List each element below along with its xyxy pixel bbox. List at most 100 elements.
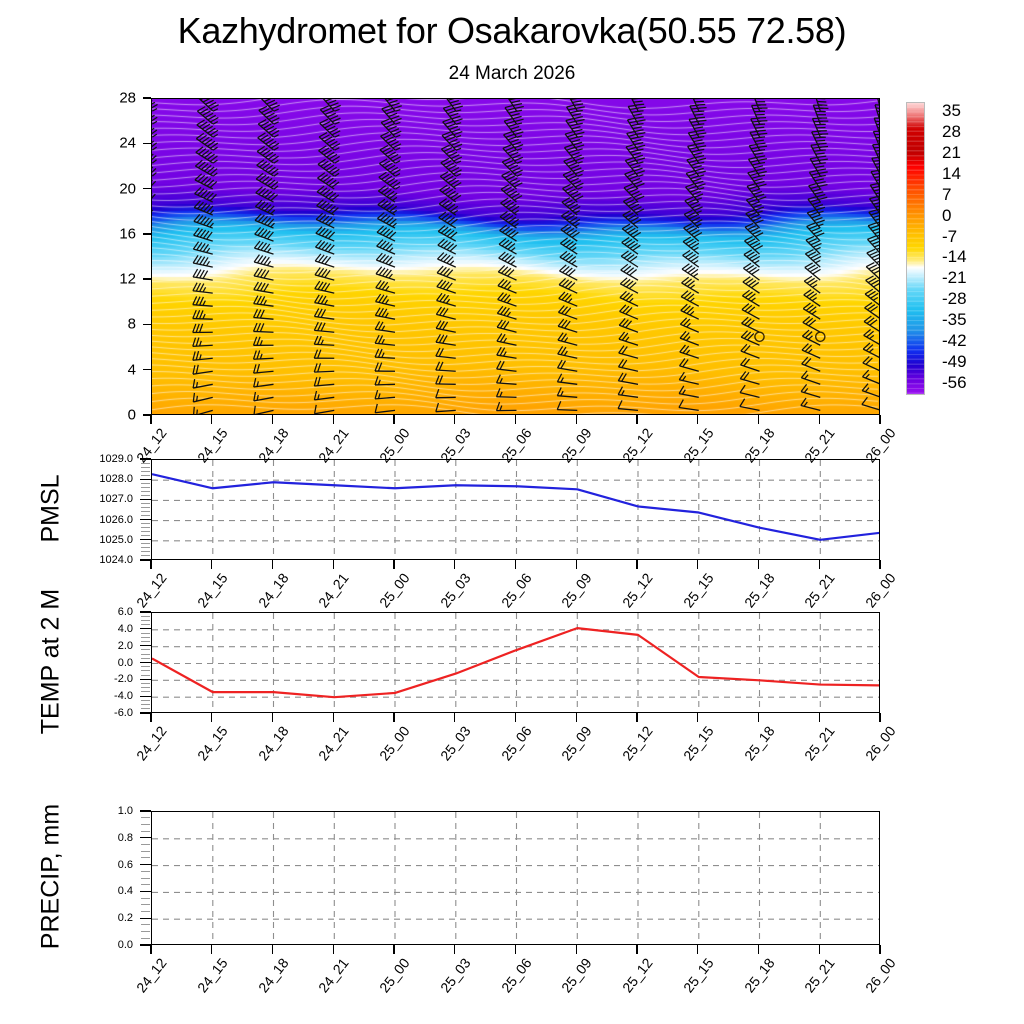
y-tick-label: 1025.0: [99, 533, 133, 546]
y-tick-mark: [140, 645, 151, 647]
x-tick-mark: [150, 415, 152, 424]
x-tick-mark: [575, 945, 577, 954]
pmsl-series-line: [152, 473, 879, 541]
x-tick-label: 25_18: [740, 570, 778, 611]
y-tick-label: 16: [119, 225, 136, 243]
y-minor-tick-mark: [141, 904, 150, 906]
x-tick-mark: [332, 713, 334, 722]
x-tick-mark: [150, 713, 152, 722]
x-tick-label: 25_21: [801, 570, 838, 611]
y-minor-tick-mark: [141, 870, 150, 872]
x-tick-label: 24_15: [193, 570, 231, 611]
x-tick-label: 25_21: [801, 723, 838, 764]
x-tick-mark: [575, 415, 577, 424]
y-tick-mark: [140, 695, 151, 697]
y-minor-tick-mark: [141, 470, 150, 472]
y-minor-tick-mark: [141, 511, 150, 513]
x-tick-label: 25_03: [436, 955, 474, 996]
y-tick-mark: [140, 944, 151, 946]
y-tick-mark: [140, 498, 151, 501]
x-tick-mark: [575, 713, 577, 722]
y-tick-mark: [140, 863, 151, 866]
x-tick-mark: [575, 560, 577, 569]
y-minor-tick-mark: [141, 649, 150, 651]
y-tick-mark: [140, 628, 151, 630]
y-tick-label: 2.0: [117, 639, 133, 652]
x-tick-label: 24_18: [254, 570, 292, 611]
y-tick-label: 1027.0: [99, 493, 133, 506]
y-minor-tick-mark: [141, 555, 150, 557]
y-minor-tick-mark: [141, 486, 150, 488]
x-tick-mark: [332, 415, 334, 424]
x-tick-label: 24_21: [315, 723, 352, 764]
y-tick-mark: [140, 837, 151, 839]
y-tick-label: 8: [127, 315, 136, 333]
y-minor-tick-mark: [141, 490, 150, 492]
x-tick-mark: [211, 713, 213, 722]
x-tick-label: 25_00: [376, 723, 413, 764]
x-tick-mark: [636, 415, 638, 424]
y-minor-tick-mark: [141, 830, 150, 832]
y-tick-mark: [143, 278, 151, 280]
x-tick-mark: [454, 713, 456, 722]
x-tick-label: 25_03: [436, 723, 474, 764]
x-tick-label: 24_15: [193, 723, 231, 764]
x-tick-label: 25_06: [497, 955, 535, 996]
colorbar-tick-label: -56: [942, 373, 967, 393]
colorbar-tick-label: -35: [942, 310, 967, 330]
x-tick-mark: [332, 945, 334, 954]
x-tick-label: 25_09: [558, 723, 595, 764]
x-tick-label: 26_00: [862, 723, 899, 764]
y-tick-label: -2.0: [114, 673, 133, 686]
x-tick-mark: [271, 415, 274, 424]
y-minor-tick-mark: [141, 551, 150, 553]
y-tick-mark: [140, 611, 151, 613]
x-tick-label: 25_15: [679, 723, 717, 764]
y-minor-tick-mark: [141, 543, 150, 545]
x-tick-label: 25_06: [497, 570, 535, 611]
y-minor-tick-mark: [141, 632, 150, 634]
x-tick-mark: [697, 415, 699, 424]
y-tick-label: 12: [119, 270, 136, 288]
page-subtitle: 24 March 2026: [448, 63, 576, 84]
y-tick-mark: [140, 478, 151, 480]
y-tick-mark: [140, 539, 151, 541]
y-tick-mark: [140, 678, 151, 680]
y-tick-mark: [143, 142, 151, 144]
x-tick-mark: [211, 415, 213, 424]
x-tick-label: 25_12: [619, 955, 656, 996]
y-minor-tick-mark: [141, 884, 150, 886]
x-tick-mark: [757, 560, 760, 569]
x-tick-mark: [454, 415, 456, 424]
x-tick-label: 25_03: [436, 570, 474, 611]
temp-2m-series-line: [152, 627, 879, 699]
y-minor-tick-mark: [141, 523, 150, 525]
x-tick-mark: [757, 415, 760, 424]
x-tick-label: 24_12: [133, 570, 170, 611]
x-tick-label: 24_21: [315, 955, 352, 996]
x-tick-mark: [271, 560, 274, 569]
colorbar-tick-label: -49: [942, 352, 967, 372]
y-minor-tick-mark: [141, 462, 150, 464]
x-tick-label: 25_21: [801, 955, 838, 996]
y-tick-mark: [143, 369, 151, 371]
y-minor-tick-mark: [141, 931, 150, 933]
y-minor-tick-mark: [141, 857, 150, 859]
pmsl-plot-area: [151, 459, 880, 560]
y-minor-tick-mark: [141, 636, 150, 638]
x-tick-mark: [818, 945, 820, 954]
y-tick-label: 0.2: [117, 912, 133, 925]
x-tick-label: 25_15: [679, 570, 717, 611]
x-tick-mark: [271, 713, 274, 722]
x-tick-mark: [818, 560, 820, 569]
y-tick-mark: [143, 187, 151, 190]
colorbar-tick-label: 28: [942, 121, 961, 141]
precip-axis-label: PRECIP, mm: [36, 803, 65, 950]
x-tick-mark: [697, 560, 699, 569]
y-tick-label: 0.6: [117, 858, 133, 871]
x-tick-label: 26_00: [862, 955, 899, 996]
y-minor-tick-mark: [141, 494, 150, 496]
y-minor-tick-mark: [141, 844, 150, 845]
y-minor-tick-mark: [141, 687, 150, 689]
